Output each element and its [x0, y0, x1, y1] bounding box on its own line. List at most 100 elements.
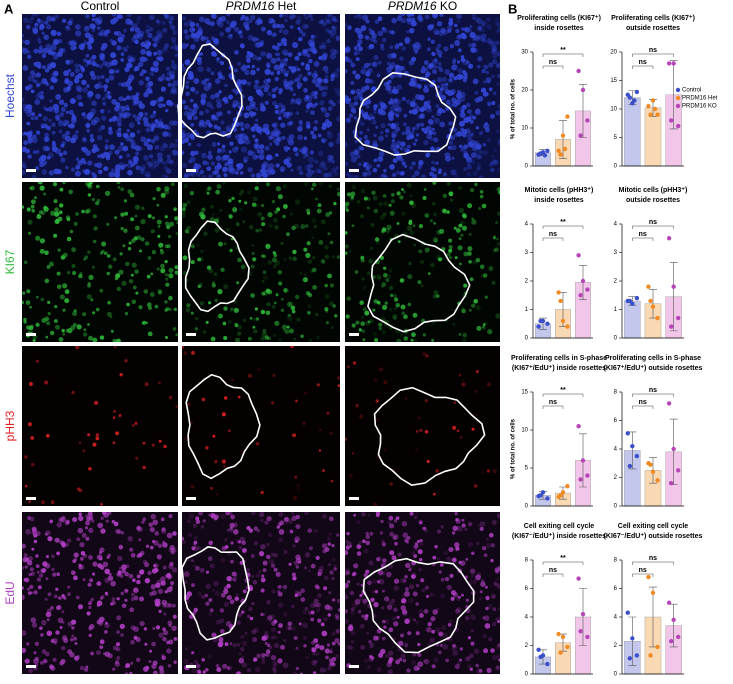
cell — [255, 442, 260, 446]
cell — [485, 127, 490, 133]
cell — [168, 603, 173, 608]
cell — [126, 153, 131, 158]
cell — [113, 115, 118, 121]
cell — [171, 83, 176, 87]
cell — [346, 531, 350, 536]
cell — [363, 602, 367, 607]
cell — [225, 154, 230, 159]
cell — [158, 381, 161, 385]
cell — [104, 630, 108, 634]
cell — [433, 212, 437, 217]
cell — [122, 244, 126, 248]
cell — [227, 158, 234, 165]
cell — [316, 208, 322, 214]
cell — [71, 113, 76, 118]
significance-bracket — [632, 237, 654, 241]
cell — [476, 154, 481, 160]
image-bg — [345, 346, 500, 506]
cell — [283, 328, 287, 333]
cell — [404, 618, 410, 625]
cell — [65, 165, 69, 170]
cell — [147, 161, 153, 167]
cell — [50, 606, 54, 610]
data-point — [565, 644, 570, 650]
cell — [43, 34, 49, 41]
cell — [158, 122, 163, 127]
cell — [458, 207, 465, 214]
cell — [397, 640, 403, 647]
chart-title: (KI67⁻/EdU⁺) outside rosettes — [604, 533, 703, 540]
cell — [274, 46, 280, 51]
cell — [199, 52, 203, 56]
cell — [396, 191, 401, 196]
cell — [241, 540, 246, 545]
cell — [246, 81, 251, 86]
cell — [220, 148, 226, 153]
cell — [396, 338, 402, 342]
significance-label: ns — [549, 399, 557, 406]
cell — [478, 175, 484, 178]
cell — [398, 42, 403, 47]
cell — [198, 512, 203, 516]
cell — [57, 617, 64, 624]
cell — [136, 579, 141, 585]
cell — [134, 159, 139, 164]
cell — [96, 75, 101, 80]
cell — [110, 329, 114, 333]
cell — [492, 520, 497, 525]
cell — [266, 302, 271, 307]
cell — [145, 50, 152, 57]
cell — [277, 602, 284, 608]
cell — [168, 235, 172, 239]
cell — [482, 38, 487, 43]
cell — [215, 155, 222, 161]
cell — [117, 555, 123, 562]
cell — [313, 598, 319, 604]
micrograph — [22, 512, 178, 674]
cell — [477, 56, 483, 62]
cell — [313, 34, 318, 39]
cell — [329, 14, 333, 16]
cell — [251, 575, 255, 578]
cell — [96, 184, 100, 189]
cell — [22, 630, 27, 636]
cell — [134, 269, 139, 274]
cell — [327, 14, 333, 17]
cell — [169, 74, 175, 80]
cell — [97, 169, 103, 175]
cell — [322, 172, 329, 178]
cell — [91, 17, 96, 22]
cell — [32, 79, 36, 83]
cell — [317, 572, 322, 577]
cell — [27, 136, 31, 140]
cell — [415, 583, 420, 588]
cell — [394, 107, 399, 112]
cell — [331, 159, 335, 164]
cell — [423, 188, 427, 191]
cell — [413, 544, 418, 550]
y-tick-label: 6 — [614, 586, 618, 592]
cell — [254, 107, 259, 111]
cell — [336, 191, 340, 197]
cell — [454, 664, 460, 670]
cell — [353, 149, 359, 156]
cell — [271, 93, 277, 99]
cell — [31, 526, 37, 532]
cell — [104, 622, 110, 629]
cell — [474, 389, 478, 393]
cell — [48, 261, 54, 267]
cell — [286, 325, 290, 329]
cell — [153, 67, 159, 73]
cell — [56, 522, 62, 528]
cell — [296, 591, 302, 597]
cell — [166, 532, 173, 539]
cell — [217, 642, 223, 648]
cell — [200, 214, 206, 220]
cell — [307, 311, 311, 315]
cell — [234, 68, 238, 73]
cell — [183, 21, 189, 27]
cell — [194, 327, 199, 331]
cell — [328, 211, 333, 215]
cell — [260, 336, 265, 341]
cell — [240, 450, 243, 453]
